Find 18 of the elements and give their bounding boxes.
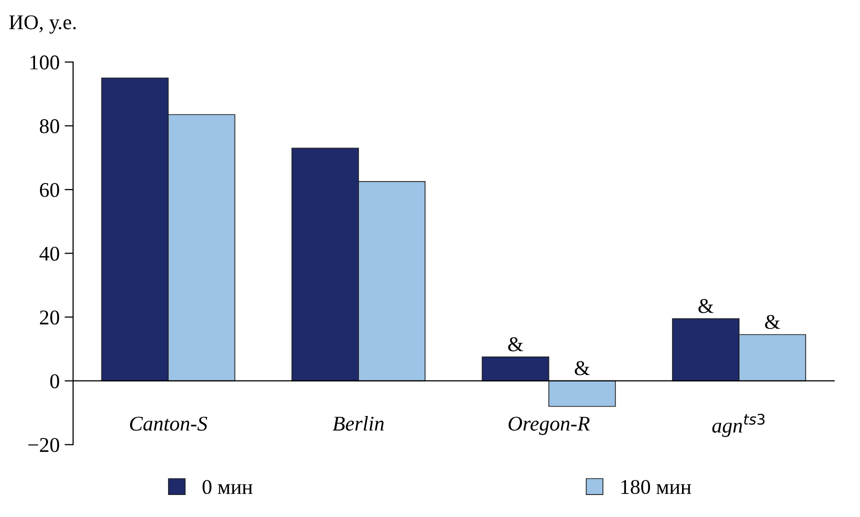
annotation: & [765, 314, 780, 330]
x-tick-label: agn$^{ts3}$ [712, 414, 765, 437]
x-tick-label: Oregon-R [508, 416, 590, 435]
y-tick-label: −20 [28, 438, 60, 452]
y-axis-title: ИО, у.е. [9, 15, 76, 34]
annotation: & [574, 361, 590, 376]
y-tick-label: 0 [50, 374, 60, 388]
annotation: & [698, 299, 714, 314]
x-tick-label: Berlin [332, 416, 384, 431]
legend-label: 0 мин [202, 480, 252, 494]
x-tick-label: Canton-S [130, 416, 208, 431]
y-tick-label: 60 [40, 182, 60, 197]
annotation: & [508, 337, 524, 352]
y-tick-label: 80 [40, 119, 60, 134]
y-tick-label: 100 [30, 55, 60, 70]
y-tick-label: 20 [40, 310, 60, 325]
legend-label: 180 мин [621, 480, 692, 494]
y-tick-label: 40 [39, 246, 60, 261]
